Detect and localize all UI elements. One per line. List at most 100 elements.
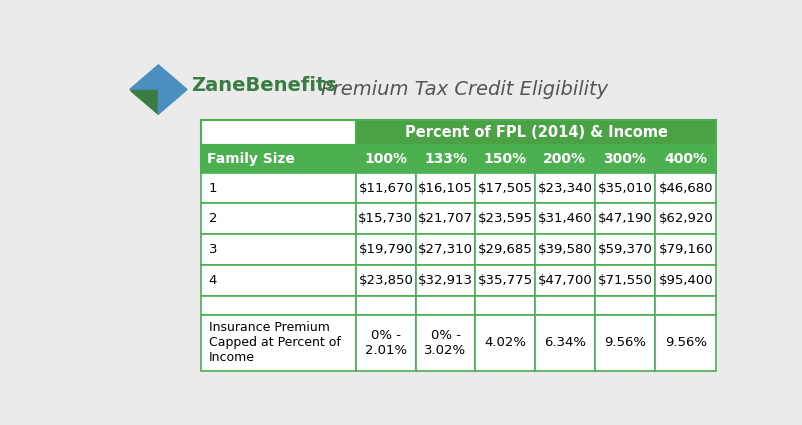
Bar [535, 173, 595, 204]
Text: $29,685: $29,685 [478, 243, 533, 256]
Bar [655, 265, 716, 296]
Text: 3: 3 [209, 243, 217, 256]
Text: 133%: 133% [424, 152, 467, 166]
Text: $79,160: $79,160 [658, 243, 713, 256]
Text: 2: 2 [209, 212, 217, 225]
Bar [535, 204, 595, 234]
Text: $47,700: $47,700 [537, 274, 592, 287]
Bar [535, 234, 595, 265]
Polygon shape [158, 65, 187, 90]
Bar [595, 234, 655, 265]
Bar [476, 173, 535, 204]
Text: $95,400: $95,400 [658, 274, 713, 287]
Text: Family Size: Family Size [207, 152, 295, 166]
Bar [655, 234, 716, 265]
Bar [201, 173, 356, 204]
Text: Insurance Premium
Capped at Percent of
Income: Insurance Premium Capped at Percent of I… [209, 321, 341, 364]
Text: $71,550: $71,550 [597, 274, 652, 287]
Bar [655, 204, 716, 234]
Bar [415, 145, 476, 173]
Bar [356, 173, 415, 204]
Text: 0% -
3.02%: 0% - 3.02% [424, 329, 467, 357]
Bar [476, 315, 535, 371]
Bar [476, 145, 535, 173]
Text: 0% -
2.01%: 0% - 2.01% [365, 329, 407, 357]
Text: $47,190: $47,190 [597, 212, 652, 225]
Bar [201, 234, 356, 265]
Bar [356, 145, 415, 173]
Bar [415, 315, 476, 371]
Bar [535, 315, 595, 371]
Bar [201, 296, 356, 315]
Text: $23,850: $23,850 [358, 274, 413, 287]
Text: 200%: 200% [544, 152, 586, 166]
Text: 400%: 400% [664, 152, 707, 166]
Text: $59,370: $59,370 [597, 243, 652, 256]
Text: $62,920: $62,920 [658, 212, 713, 225]
Bar [201, 120, 716, 371]
Bar [595, 315, 655, 371]
Text: 300%: 300% [603, 152, 646, 166]
Bar [476, 234, 535, 265]
Bar [415, 173, 476, 204]
Text: $16,105: $16,105 [418, 181, 473, 195]
Polygon shape [158, 90, 187, 114]
Text: $46,680: $46,680 [658, 181, 713, 195]
Bar [356, 296, 415, 315]
Text: $31,460: $31,460 [537, 212, 592, 225]
Text: $35,010: $35,010 [597, 181, 652, 195]
Text: 1: 1 [209, 181, 217, 195]
Text: $32,913: $32,913 [418, 274, 473, 287]
Text: $21,707: $21,707 [418, 212, 473, 225]
Text: $19,790: $19,790 [358, 243, 413, 256]
Bar [415, 234, 476, 265]
Text: 100%: 100% [364, 152, 407, 166]
Bar [595, 145, 655, 173]
Bar [655, 296, 716, 315]
Text: $23,340: $23,340 [537, 181, 593, 195]
Bar [415, 296, 476, 315]
Bar [201, 145, 356, 173]
Text: 6.34%: 6.34% [544, 336, 586, 349]
Bar [476, 265, 535, 296]
Text: 9.56%: 9.56% [665, 336, 707, 349]
Text: 4.02%: 4.02% [484, 336, 526, 349]
Text: $15,730: $15,730 [358, 212, 413, 225]
Text: 150%: 150% [484, 152, 527, 166]
Text: $27,310: $27,310 [418, 243, 473, 256]
Bar [535, 265, 595, 296]
Bar [595, 204, 655, 234]
Bar [535, 145, 595, 173]
Text: $17,505: $17,505 [478, 181, 533, 195]
Bar [595, 296, 655, 315]
Text: Premium Tax Credit Eligibility: Premium Tax Credit Eligibility [321, 80, 608, 99]
Bar [476, 204, 535, 234]
Text: $35,775: $35,775 [478, 274, 533, 287]
Bar [201, 315, 356, 371]
Text: $11,670: $11,670 [358, 181, 413, 195]
Bar [356, 204, 415, 234]
Bar [356, 120, 716, 145]
Text: Percent of FPL (2014) & Income: Percent of FPL (2014) & Income [405, 125, 668, 140]
Bar [201, 204, 356, 234]
Bar [356, 234, 415, 265]
Bar [595, 265, 655, 296]
Bar [356, 265, 415, 296]
Polygon shape [130, 65, 158, 90]
Text: ZaneBenefits: ZaneBenefits [191, 76, 337, 95]
Bar [415, 265, 476, 296]
Bar [201, 265, 356, 296]
Bar [595, 173, 655, 204]
Text: 4: 4 [209, 274, 217, 287]
Bar [201, 120, 356, 145]
Bar [655, 145, 716, 173]
Polygon shape [130, 90, 158, 114]
Text: $39,580: $39,580 [537, 243, 592, 256]
Bar [655, 173, 716, 204]
Bar [655, 315, 716, 371]
Bar [356, 315, 415, 371]
Bar [535, 296, 595, 315]
Bar [476, 296, 535, 315]
Text: 9.56%: 9.56% [604, 336, 646, 349]
Bar [415, 204, 476, 234]
